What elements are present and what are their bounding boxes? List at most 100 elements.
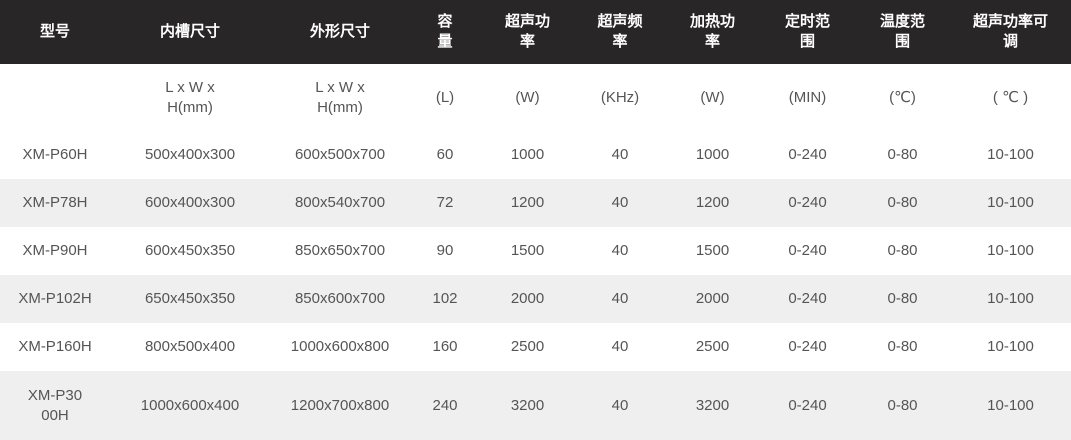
cell-power-adjust: 10-100 [950,323,1071,371]
unit-cell-temp-range: (℃) [855,64,950,131]
table-row: XM-P60H 500x400x300 600x500x700 60 1000 40 100… [0,131,1071,179]
cell-value: 1200 [510,194,545,211]
cell-value: 1500 [510,242,545,259]
column-header-model: 型号 [0,0,110,64]
unit-cell-outer-size: L x W x H(mm) [270,64,410,131]
cell-model: XM-P3000H [0,371,110,440]
cell-heating-power: 3200 [665,371,760,440]
cell-ultrasonic-power: 3200 [480,371,575,440]
cell-value: XM-P3000H [27,386,83,424]
cell-value: 10-100 [987,146,1034,163]
cell-power-adjust: 10-100 [950,131,1071,179]
cell-power-adjust: 10-100 [950,227,1071,275]
cell-ultrasonic-power: 2000 [480,275,575,323]
unit-cell-heating-power: (W) [665,64,760,131]
cell-temp-range: 0-80 [855,131,950,179]
cell-value: 0-80 [887,338,918,355]
cell-capacity: 102 [410,275,480,323]
cell-temp-range: 0-80 [855,371,950,440]
table-row: XM-P3000H 1000x600x400 1200x700x800 240 3200… [0,371,1071,440]
cell-value: 800x540x700 [294,194,386,211]
unit-label: L x W x H(mm) [315,78,365,116]
cell-power-adjust: 10-100 [950,179,1071,227]
table-row: XM-P102H 650x450x350 850x600x700 102 2000 40 2… [0,275,1071,323]
cell-value: 3200 [695,396,730,414]
cell-inner-size: 600x400x300 [110,179,270,227]
cell-value: 1000x600x400 [140,396,240,414]
cell-inner-size: 1000x600x400 [110,371,270,440]
table-row: XM-P160H 800x500x400 1000x600x800 160 2500 40… [0,323,1071,371]
column-header-ultrasonic-power: 超声功 率 [480,0,575,64]
cell-inner-size: 600x450x350 [110,227,270,275]
cell-timer-range: 0-240 [760,227,855,275]
unit-label: (KHz) [600,88,640,106]
cell-value: XM-P60H [22,146,88,163]
cell-ultrasonic-power: 2500 [480,323,575,371]
cell-outer-size: 850x600x700 [270,275,410,323]
cell-temp-range: 0-80 [855,227,950,275]
cell-model: XM-P60H [0,131,110,179]
unit-cell-model [0,64,110,131]
cell-timer-range: 0-240 [760,179,855,227]
cell-model: XM-P102H [0,275,110,323]
cell-timer-range: 0-240 [760,131,855,179]
cell-value: XM-P102H [18,290,92,307]
cell-value: 600x450x350 [144,242,236,259]
cell-value: 40 [611,146,629,163]
cell-heating-power: 1200 [665,179,760,227]
cell-value: 2000 [510,290,545,307]
cell-value: 0-240 [788,338,827,355]
cell-value: 90 [436,242,454,259]
cell-value: 2000 [695,290,730,307]
cell-inner-size: 800x500x400 [110,323,270,371]
table-row: XM-P90H 600x450x350 850x650x700 90 1500 40 150… [0,227,1071,275]
cell-frequency: 40 [575,227,665,275]
cell-value: 0-80 [887,396,918,414]
cell-value: XM-P90H [22,242,88,259]
cell-value: 10-100 [987,194,1034,211]
cell-model: XM-P90H [0,227,110,275]
cell-value: 1000 [695,146,730,163]
cell-value: 40 [611,396,629,414]
unit-label: ( ℃ ) [992,88,1029,106]
cell-capacity: 240 [410,371,480,440]
cell-outer-size: 1200x700x800 [270,371,410,440]
column-header-power-adjust: 超声功率可 调 [950,0,1071,64]
cell-frequency: 40 [575,323,665,371]
cell-value: 0-240 [788,290,827,307]
cell-value: 0-80 [887,146,918,163]
unit-cell-ultrasonic-power: (W) [480,64,575,131]
cell-value: 0-240 [788,396,827,414]
cell-outer-size: 800x540x700 [270,179,410,227]
cell-value: 10-100 [987,242,1034,259]
cell-value: 0-80 [887,194,918,211]
cell-capacity: 160 [410,323,480,371]
cell-power-adjust: 10-100 [950,275,1071,323]
header-row: 型号 内槽尺寸 外形尺寸容 量超声功 率超声频 率加热功 率定时范 围温度范 围超声… [0,0,1071,64]
unit-label: (MIN) [788,88,827,106]
cell-outer-size: 600x500x700 [270,131,410,179]
cell-value: 1200 [695,194,730,211]
cell-value: 3200 [510,396,545,414]
cell-value: 10-100 [987,396,1034,414]
cell-value: 240 [432,396,458,414]
cell-value: 850x600x700 [294,290,386,307]
cell-value: 160 [432,338,458,355]
cell-power-adjust: 10-100 [950,371,1071,440]
cell-value: 1000x600x800 [290,338,390,355]
cell-value: 850x650x700 [294,242,386,259]
cell-timer-range: 0-240 [760,323,855,371]
cell-heating-power: 2000 [665,275,760,323]
unit-cell-frequency: (KHz) [575,64,665,131]
cell-value: 72 [436,194,454,211]
column-header-outer-size: 外形尺寸 [270,0,410,64]
cell-value: 40 [611,194,629,211]
cell-value: 0-80 [887,290,918,307]
cell-value: 40 [611,290,629,307]
cell-value: 600x500x700 [294,146,386,163]
cell-value: 1500 [695,242,730,259]
unit-label: (L) [435,88,455,106]
cell-heating-power: 1500 [665,227,760,275]
cell-inner-size: 500x400x300 [110,131,270,179]
unit-cell-power-adjust: ( ℃ ) [950,64,1071,131]
